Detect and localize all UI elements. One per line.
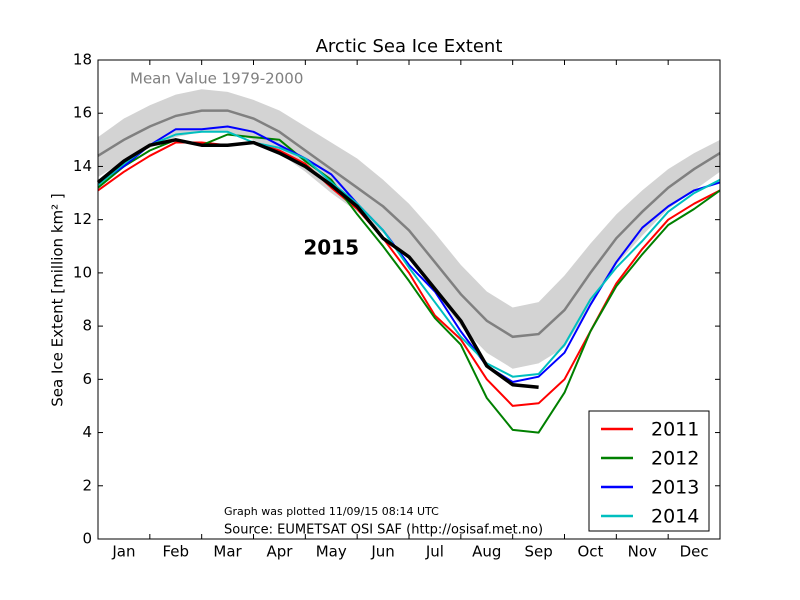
plot-note: Graph was plotted 11/09/15 08:14 UTC [224,505,439,518]
y-tick-label: 18 [73,51,92,69]
y-axis-label: Sea Ice Extent [million km² ] [49,193,67,407]
y-tick-label: 10 [73,263,92,281]
y-tick-label: 14 [73,157,92,175]
legend-label: 2014 [651,506,699,528]
mean-line [97,109,721,339]
series-line [96,138,539,390]
y-tick-label: 6 [82,370,92,388]
chart-title: Arctic Sea Ice Extent [316,36,503,57]
x-tick-label: Dec [680,543,709,561]
legend-label: 2013 [651,477,699,499]
x-tick-label: Sep [524,543,552,561]
x-tick-label: Aug [472,543,501,561]
x-tick-label: Nov [628,543,657,561]
y-tick-label: 12 [73,210,92,228]
x-tick-label: Feb [162,543,189,561]
series-line [97,133,721,434]
mean-label: Mean Value 1979-2000 [130,70,303,88]
y-tick-label: 4 [82,423,92,441]
x-tick-label: Jul [425,543,444,561]
series-line [97,141,721,407]
series-line [97,125,721,383]
y-tick-label: 8 [82,317,92,335]
source-note: Source: EUMETSAT OSI SAF (http://osisaf.… [224,523,543,538]
y-tick-label: 0 [82,530,92,548]
y-tick-label: 16 [73,104,92,122]
series-annotation: 2015 [303,235,359,259]
x-tick-label: Jan [111,543,135,561]
x-tick-label: Apr [266,543,293,561]
legend-label: 2011 [651,419,699,441]
series-line [97,130,721,378]
x-tick-label: May [316,543,347,561]
x-tick-label: Mar [213,543,242,561]
y-tick-label: 2 [82,476,92,494]
legend-label: 2012 [651,448,699,470]
x-tick-label: Oct [577,543,603,561]
x-tick-label: Jun [370,543,394,561]
legend-box [588,410,710,532]
